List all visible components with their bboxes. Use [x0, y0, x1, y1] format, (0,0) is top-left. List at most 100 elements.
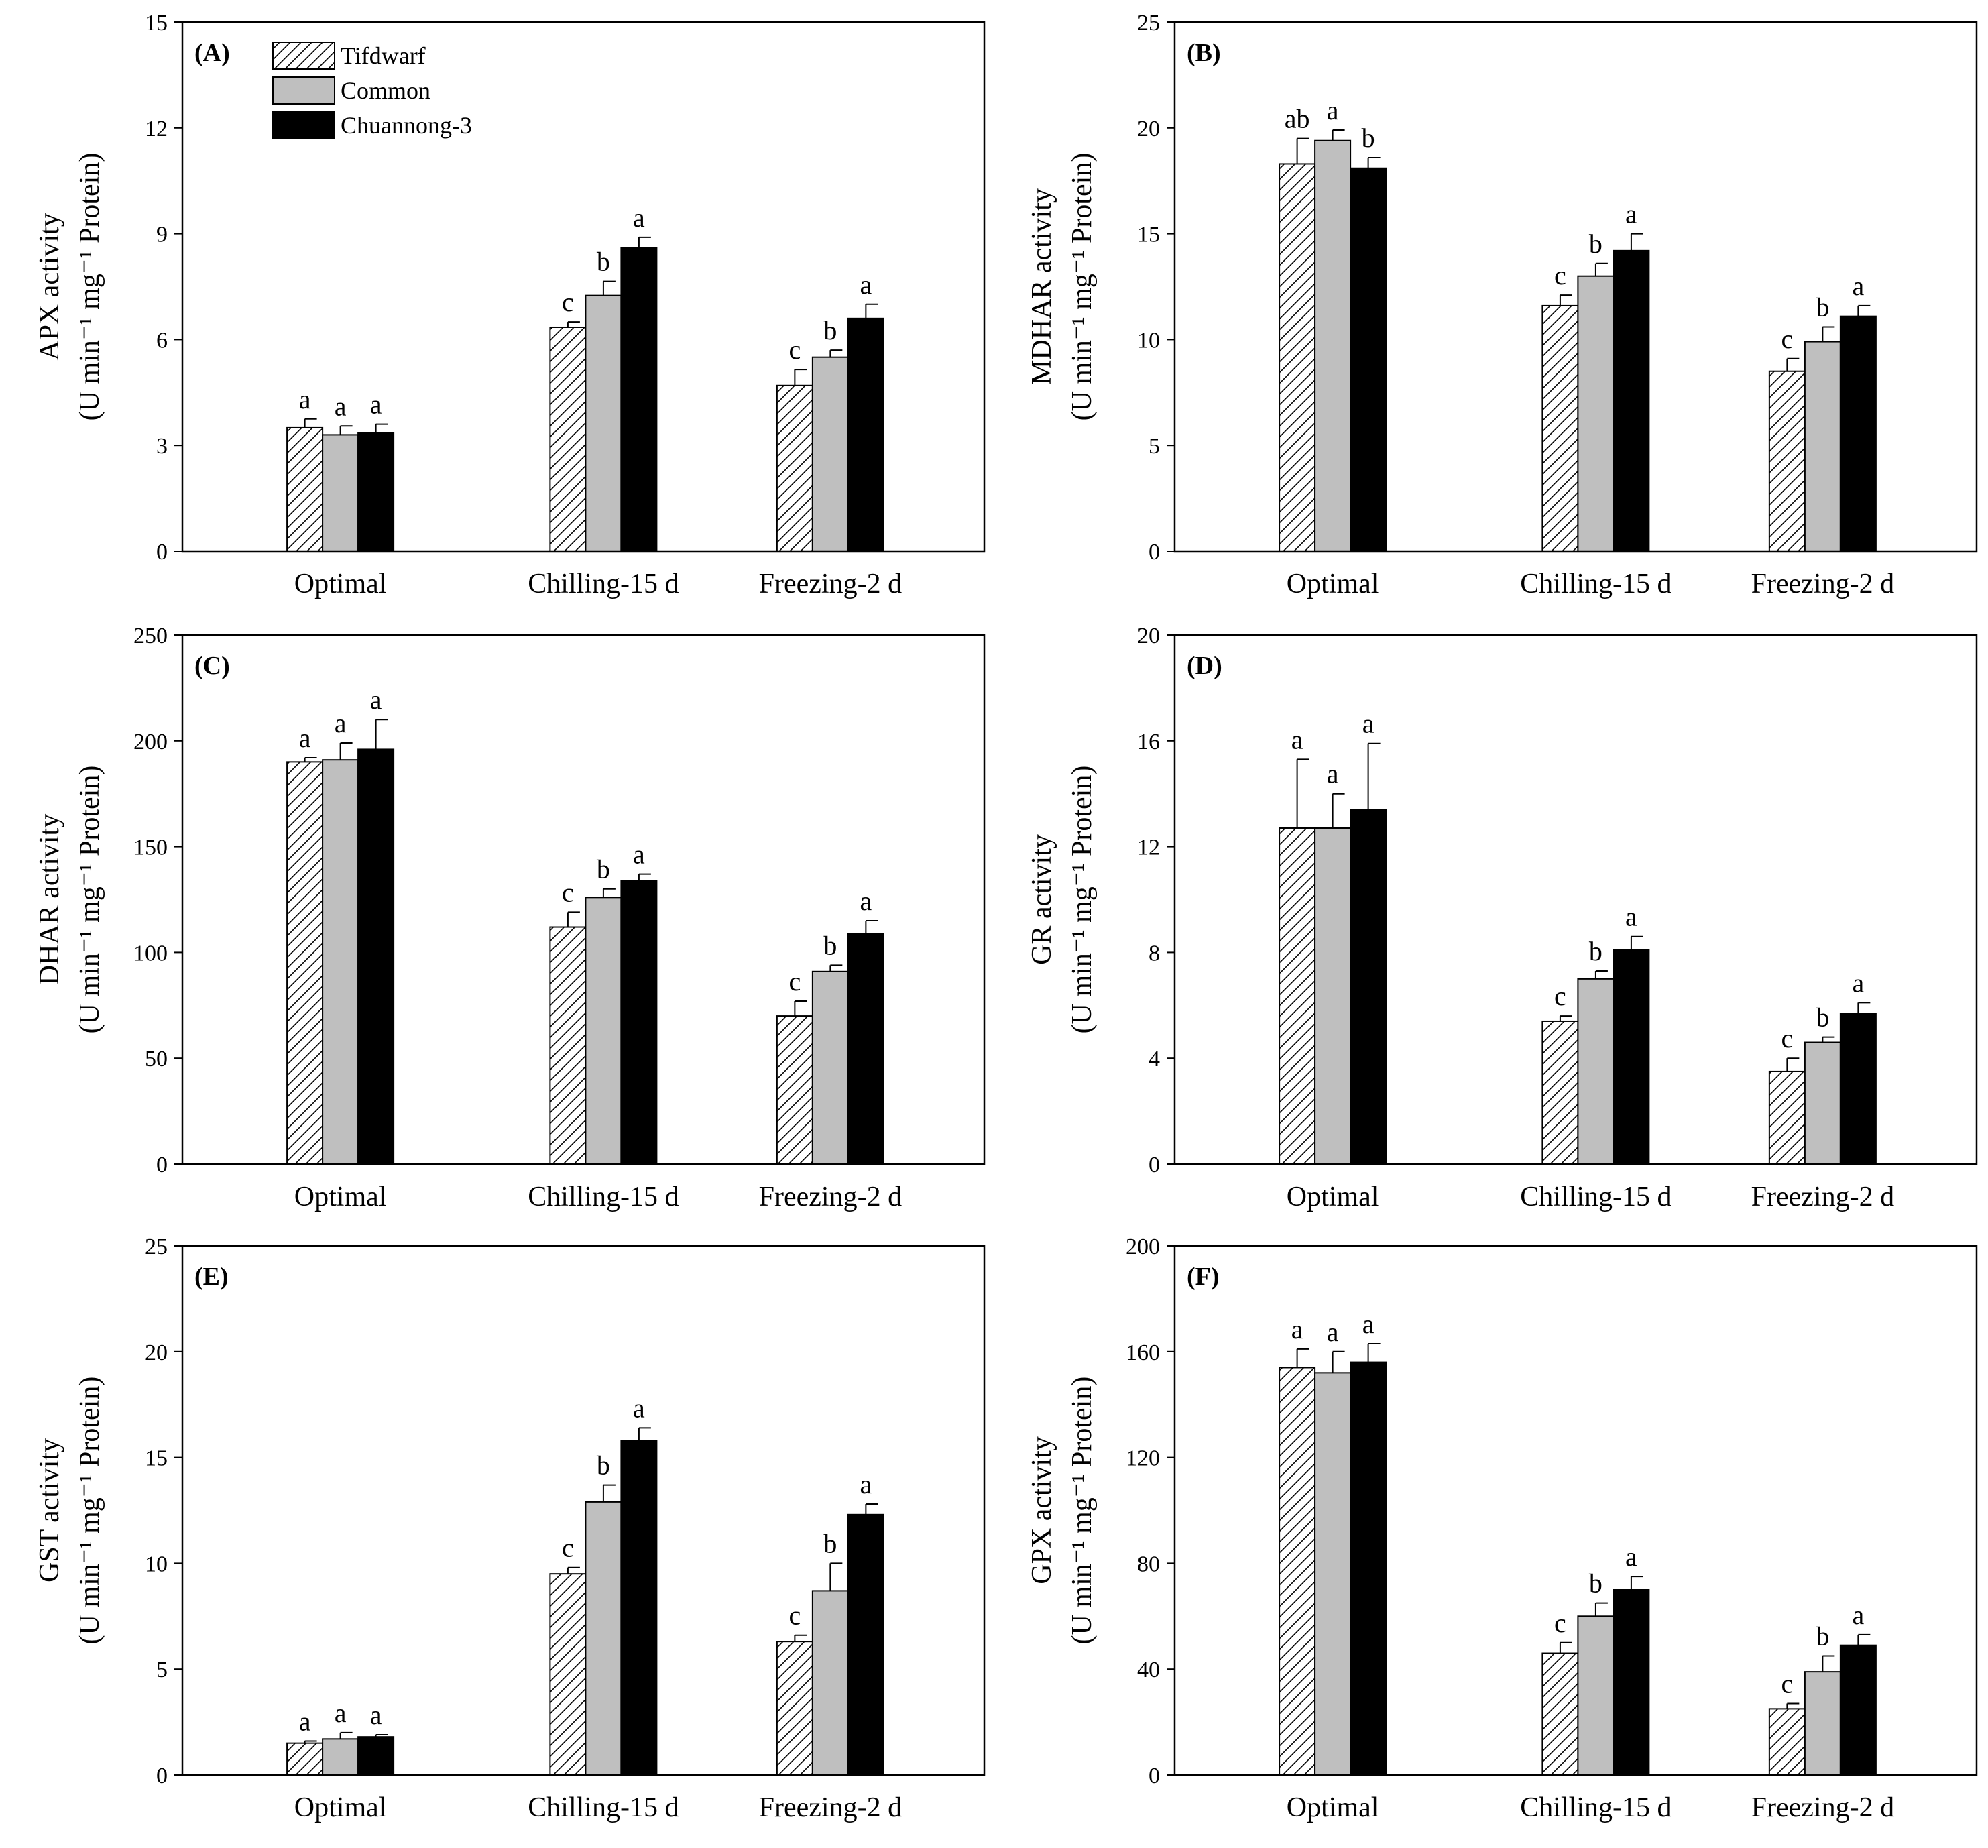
y-tick-label: 150	[133, 835, 168, 860]
plot-frame	[181, 1245, 986, 1776]
category-label: Optimal	[1287, 569, 1379, 599]
significance-letter: b	[1816, 1002, 1829, 1033]
significance-letter: b	[597, 247, 610, 277]
significance-letter: b	[823, 930, 837, 960]
category-label: Optimal	[294, 1181, 387, 1212]
y-tick-label: 10	[145, 1552, 168, 1576]
significance-letter: a	[1625, 199, 1637, 229]
plot-frame	[1173, 1245, 1978, 1776]
bar	[776, 1641, 813, 1776]
legend-swatch	[272, 42, 335, 70]
y-tick-label: 0	[1149, 1153, 1160, 1177]
significance-letter: a	[860, 270, 872, 300]
significance-letter: b	[1589, 229, 1602, 259]
significance-letter: c	[562, 877, 574, 907]
y-axis-label: GR activity	[1027, 834, 1057, 965]
significance-letter: a	[370, 1700, 382, 1730]
y-tick-label: 15	[145, 1446, 168, 1471]
y-axis-unit-label: (U min⁻¹ mg⁻¹ Protein)	[1067, 766, 1098, 1034]
y-axis-unit-label: (U min⁻¹ mg⁻¹ Protein)	[1067, 153, 1098, 421]
y-tick-label: 4	[1149, 1047, 1160, 1072]
bar	[1839, 315, 1877, 552]
bar	[1350, 809, 1387, 1165]
legend-label: Tifdwarf	[341, 42, 426, 69]
y-tick-label: 15	[145, 11, 168, 36]
legend-label: Common	[341, 77, 430, 104]
bar	[322, 434, 359, 552]
bar	[620, 247, 658, 552]
bar	[549, 326, 587, 552]
y-tick-label: 20	[145, 1340, 168, 1365]
bar	[847, 932, 884, 1165]
significance-letter: b	[1589, 1568, 1602, 1599]
bar	[776, 384, 813, 553]
y-tick-label: 20	[1137, 624, 1160, 648]
y-tick-label: 80	[1137, 1552, 1160, 1576]
legend-swatch	[272, 111, 335, 139]
bar	[1804, 1671, 1841, 1776]
plot-frame	[181, 634, 986, 1165]
y-tick-label: 3	[156, 434, 168, 459]
significance-letter: b	[1589, 936, 1602, 966]
y-tick-label: 12	[145, 117, 168, 141]
bar	[1839, 1013, 1877, 1165]
y-tick-label: 40	[1137, 1658, 1160, 1682]
plot-frame	[1173, 634, 1978, 1165]
category-label: Freezing-2 d	[1751, 1181, 1894, 1212]
bar	[1350, 167, 1387, 553]
significance-letter: c	[788, 1601, 801, 1631]
bar	[1613, 949, 1650, 1165]
bar	[1541, 1020, 1579, 1165]
y-tick-label: 0	[156, 540, 168, 565]
y-axis-label: APX activity	[34, 213, 65, 360]
plot-frame	[1173, 21, 1978, 553]
bar	[1804, 341, 1841, 552]
bar	[1577, 1615, 1615, 1776]
category-label: Optimal	[294, 569, 387, 599]
y-tick-label: 16	[1137, 730, 1160, 754]
significance-letter: a	[1291, 1314, 1303, 1344]
bar	[357, 748, 395, 1165]
significance-letter: a	[299, 384, 311, 414]
bar	[585, 294, 622, 552]
significance-letter: a	[633, 840, 645, 870]
significance-letter: c	[1554, 981, 1566, 1011]
significance-letter: b	[597, 854, 610, 884]
panel-label: (C)	[194, 652, 230, 680]
bar	[620, 880, 658, 1165]
y-tick-label: 25	[1137, 11, 1160, 36]
bar	[1804, 1041, 1841, 1165]
bar	[1279, 827, 1316, 1165]
category-label: Chilling-15 d	[528, 1792, 679, 1823]
category-label: Chilling-15 d	[1520, 1792, 1671, 1823]
bar	[1768, 1708, 1806, 1776]
bar	[1279, 1367, 1316, 1776]
bar	[286, 761, 324, 1165]
y-axis-unit-label: (U min⁻¹ mg⁻¹ Protein)	[74, 1377, 105, 1645]
significance-letter: a	[1852, 1600, 1864, 1630]
significance-letter: a	[1625, 902, 1637, 932]
bar	[1577, 978, 1615, 1165]
y-axis-unit-label: (U min⁻¹ mg⁻¹ Protein)	[74, 153, 105, 421]
significance-letter: b	[1816, 1621, 1829, 1651]
bar	[1577, 275, 1615, 552]
panel-label: (E)	[194, 1263, 229, 1291]
significance-letter: a	[335, 1698, 347, 1728]
bar	[549, 1573, 587, 1776]
plot-frame	[181, 21, 986, 553]
bar	[1279, 163, 1316, 552]
category-label: Chilling-15 d	[1520, 569, 1671, 599]
category-label: Chilling-15 d	[1520, 1181, 1671, 1212]
category-label: Optimal	[294, 1792, 387, 1823]
category-label: Optimal	[1287, 1792, 1379, 1823]
bar	[847, 1513, 884, 1776]
y-tick-label: 0	[156, 1764, 168, 1788]
significance-letter: a	[1362, 709, 1375, 739]
category-label: Freezing-2 d	[759, 1181, 902, 1212]
significance-letter: c	[1554, 1608, 1566, 1638]
bar	[357, 432, 395, 552]
bar	[1613, 1589, 1650, 1776]
category-label: Freezing-2 d	[759, 569, 902, 599]
significance-letter: a	[299, 1707, 311, 1737]
